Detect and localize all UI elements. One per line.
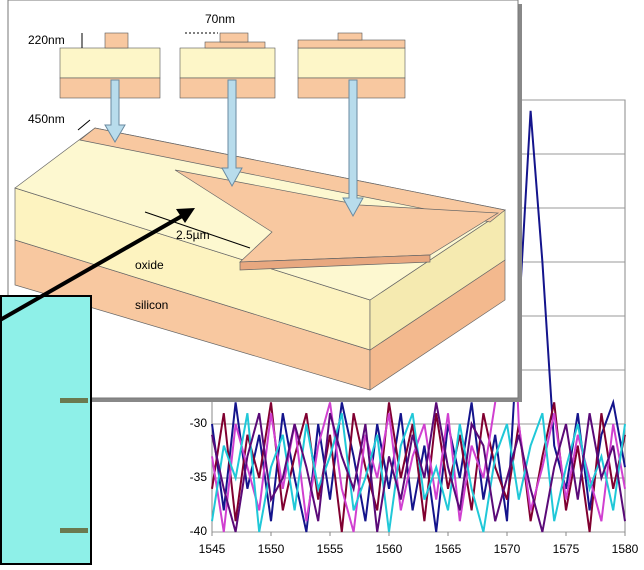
microscope-image — [1, 296, 91, 564]
y-tick-label: -30 — [190, 416, 208, 430]
figure: -40-35-30-25-20-15-10-501545155015551560… — [0, 0, 644, 565]
label: oxide — [135, 258, 164, 272]
label: 2.5µm — [176, 228, 210, 242]
x-tick-label: 1565 — [435, 542, 462, 556]
label: 450nm — [28, 112, 65, 126]
label: silicon — [135, 298, 168, 312]
label: 220nm — [28, 33, 65, 47]
x-tick-label: 1580 — [612, 542, 639, 556]
label: 70nm — [205, 12, 235, 26]
x-tick-label: 1570 — [494, 542, 521, 556]
x-tick-label: 1550 — [258, 542, 285, 556]
feature — [60, 398, 88, 403]
x-tick-label: 1575 — [553, 542, 580, 556]
x-tick-label: 1545 — [199, 542, 226, 556]
x-tick-label: 1555 — [317, 542, 344, 556]
x-tick-label: 1560 — [376, 542, 403, 556]
feature — [60, 528, 88, 533]
y-tick-label: -40 — [190, 524, 208, 538]
y-tick-label: -35 — [190, 470, 208, 484]
